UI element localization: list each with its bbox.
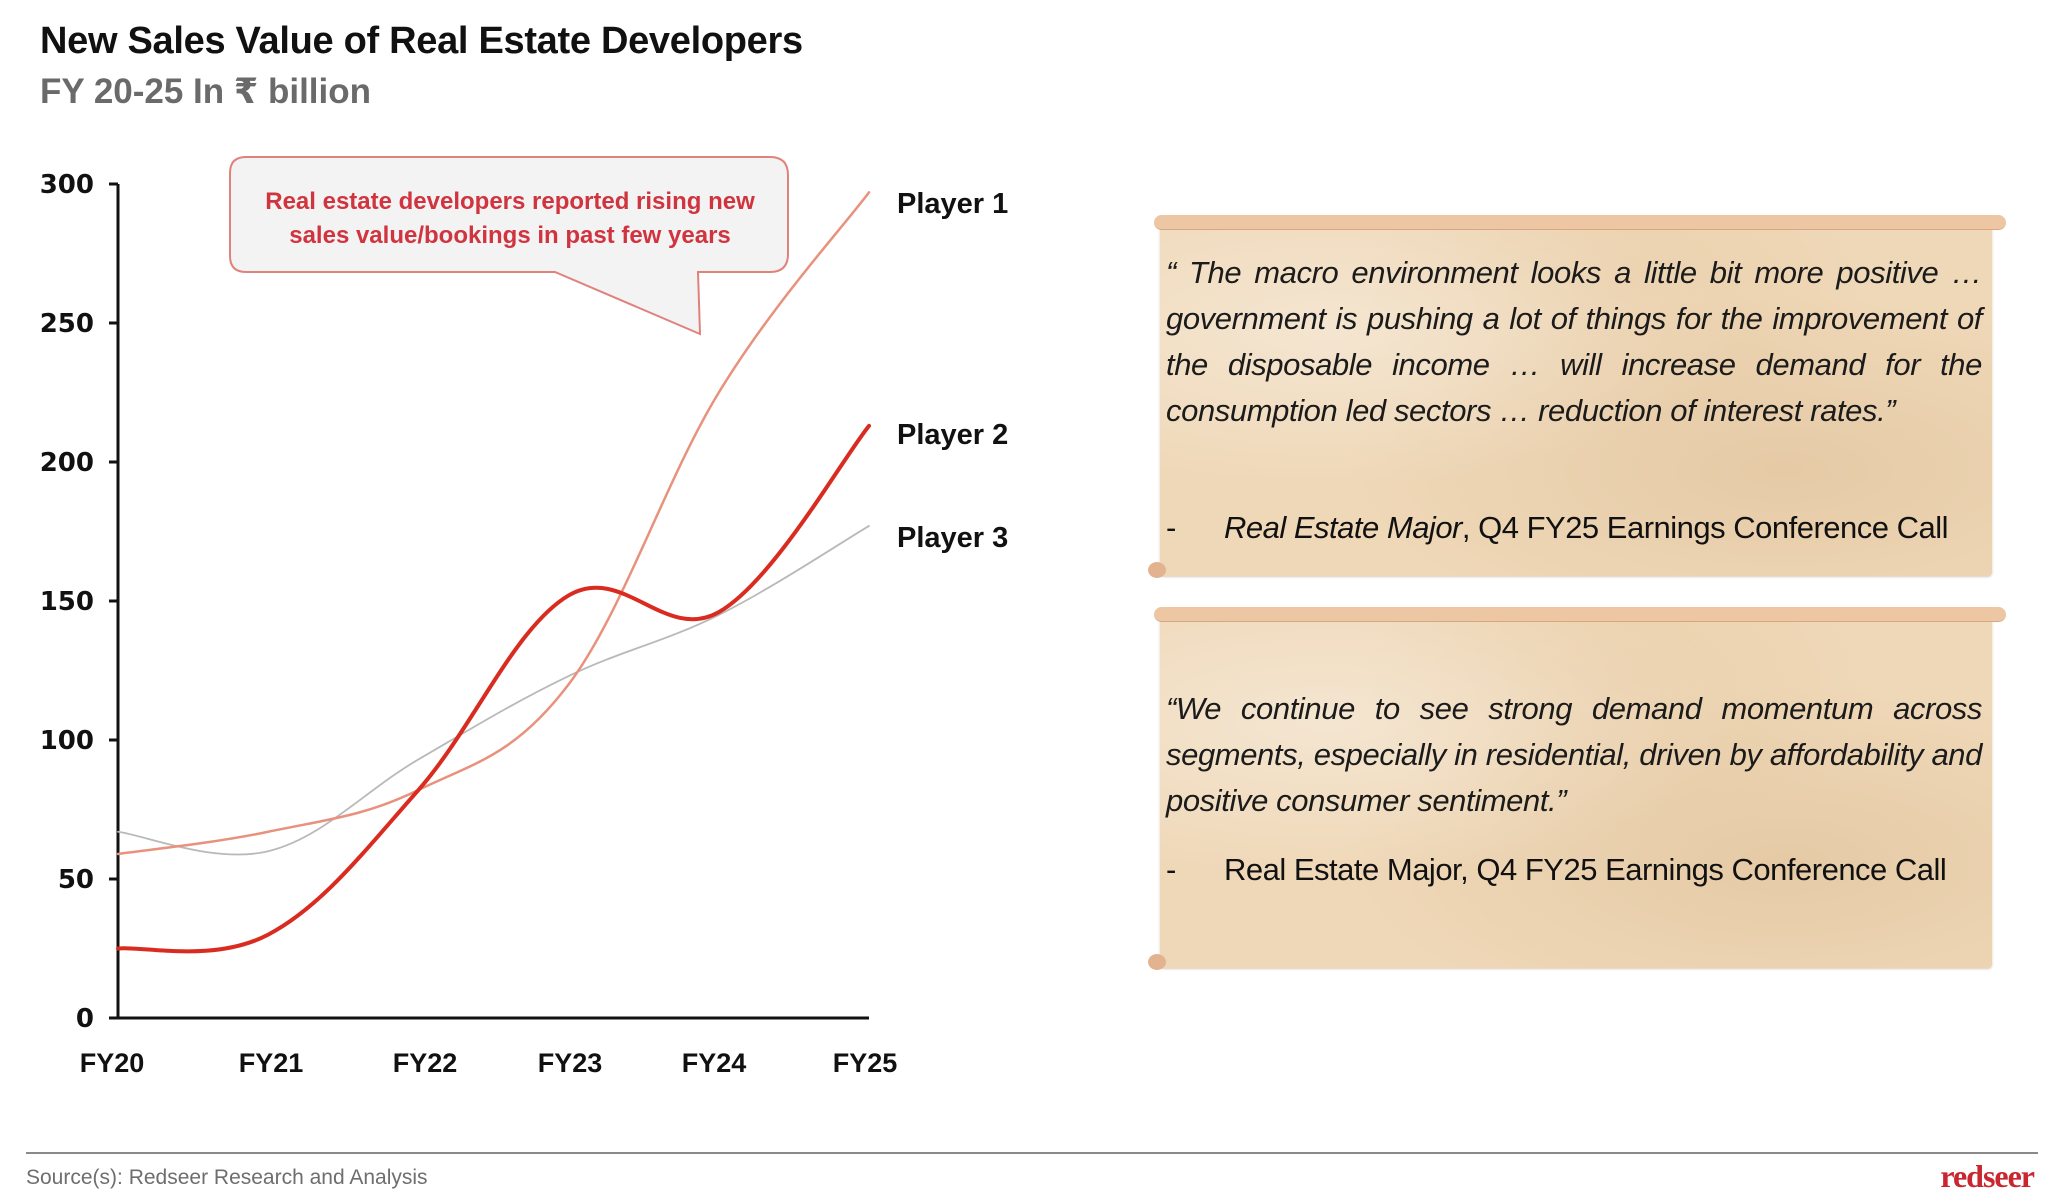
- attribution-source: , Q4 FY25 Earnings Conference Call: [1461, 510, 1949, 545]
- y-tick-label: 200: [40, 448, 94, 478]
- series-line-player-3: [117, 525, 870, 856]
- y-tick-label: 250: [40, 309, 94, 339]
- series-label-player-1: Player 1: [897, 188, 1008, 220]
- redseer-logo: redseer: [1940, 1158, 2035, 1194]
- scroll-roll-top: [1154, 607, 2006, 622]
- attribution-source-italic: Real Estate Major: [1224, 510, 1462, 545]
- callout-line-2: sales value/bookings in past few years: [289, 222, 731, 249]
- x-tick-label: FY25: [833, 1048, 898, 1078]
- x-tick-label: FY23: [538, 1048, 603, 1078]
- quote-text-1: “ The macro environment looks a little b…: [1166, 255, 1982, 428]
- quote-text-2: “We continue to see strong demand moment…: [1166, 691, 1982, 818]
- quote-panel-2: “We continue to see strong demand moment…: [1148, 607, 2006, 970]
- series-label-player-3: Player 3: [897, 522, 1008, 554]
- series-group: [116, 191, 871, 954]
- series-labels: Player 1 Player 2 Player 3: [897, 188, 1008, 554]
- callout: Real estate developers reported rising n…: [229, 156, 789, 336]
- quote-panel-1: “ The macro environment looks a little b…: [1148, 215, 2006, 578]
- y-tick-label: 100: [40, 726, 94, 756]
- scroll-roll-top: [1154, 215, 2006, 230]
- series-line-player-2: [116, 423, 871, 954]
- attribution-source: Real Estate Major, Q4 FY25 Earnings Conf…: [1224, 852, 1947, 887]
- page-title: New Sales Value of Real Estate Developer…: [40, 20, 803, 62]
- page-subtitle: FY 20-25 In ₹ billion: [40, 72, 371, 111]
- scroll-roll-bottom: [1148, 562, 1166, 578]
- x-tick-label: FY21: [239, 1048, 304, 1078]
- y-tick-label: 50: [58, 865, 94, 895]
- x-tick-label: FY24: [682, 1048, 747, 1078]
- attribution-dash: -: [1166, 852, 1176, 887]
- series-label-player-2: Player 2: [897, 419, 1008, 451]
- x-tick-label: FY20: [80, 1048, 145, 1078]
- scroll-roll-bottom: [1148, 954, 1166, 970]
- line-chart: Real estate developers reported rising n…: [40, 156, 1008, 1078]
- quote-attribution-1: - Real Estate Major, Q4 FY25 Earnings Con…: [1166, 510, 1982, 546]
- x-tick-label: FY22: [393, 1048, 458, 1078]
- y-tick-label: 300: [40, 170, 94, 200]
- callout-bubble: [229, 156, 789, 336]
- footer-divider: [26, 1152, 2038, 1154]
- quote-attribution-2: - Real Estate Major, Q4 FY25 Earnings Con…: [1166, 852, 1982, 888]
- axes: 0 50 100 150 200 250 300 FY20 FY21 FY22 FY23 FY24 FY…: [40, 170, 898, 1078]
- attribution-dash: -: [1166, 510, 1176, 545]
- source-note: Source(s): Redseer Research and Analysis: [26, 1166, 428, 1189]
- callout-line-1: Real estate developers reported rising n…: [265, 188, 755, 215]
- y-tick-label: 0: [76, 1004, 94, 1034]
- series-line-player-1: [116, 191, 871, 856]
- y-tick-label: 150: [40, 587, 94, 617]
